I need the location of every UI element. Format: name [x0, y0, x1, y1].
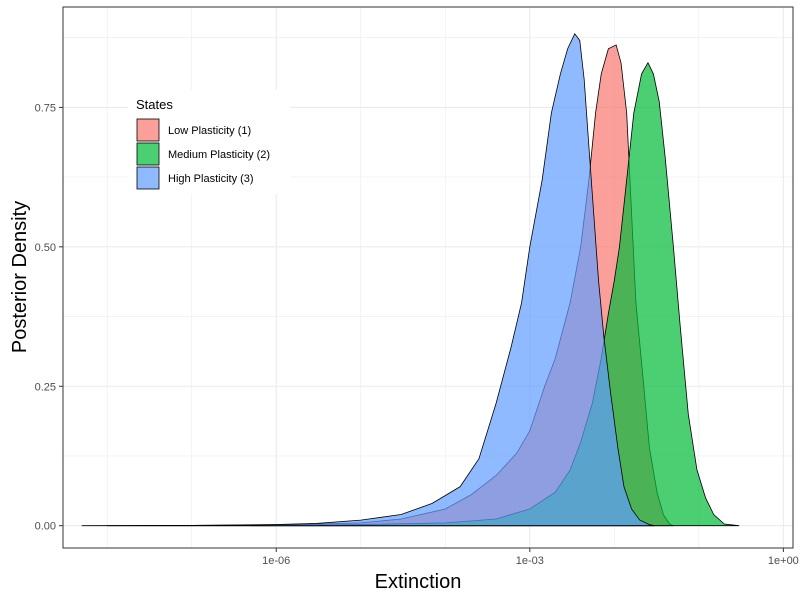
legend-label-1: Low Plasticity (1): [168, 125, 251, 137]
panel-frame: [62, 6, 794, 549]
y-tick-label: 0.25: [35, 381, 56, 393]
legend-label-3: High Plasticity (3): [168, 173, 254, 185]
density-area-3: [81, 33, 655, 527]
legend-title: States: [136, 97, 173, 112]
legend-key-1: [136, 118, 160, 142]
x-axis-title: Extinction: [375, 571, 462, 593]
legend-key-2: [136, 142, 160, 166]
x-tick-label: 1e-03: [516, 555, 544, 567]
y-tick-label: 0.75: [35, 102, 56, 114]
density-series: [81, 33, 740, 527]
legend-entries: Low Plasticity (1) Medium Plasticity (2) H…: [136, 118, 270, 190]
legend-label-2: Medium Plasticity (2): [168, 149, 270, 161]
y-tick-label: 0.00: [35, 521, 56, 533]
x-tick-label: 1e+00: [768, 555, 799, 567]
panel-border: [62, 6, 794, 549]
x-tick-label: 1e-06: [262, 555, 290, 567]
legend: States Low Plasticity (1) Medium Plastici…: [128, 90, 290, 194]
y-tick-label: 0.50: [35, 242, 56, 254]
axis-ticks: 1e-06 1e-03 1e+00 0.00 0.25 0.50 0.75: [35, 102, 799, 567]
y-axis-title: Posterior Density: [9, 201, 31, 353]
legend-key-3: [136, 166, 160, 190]
